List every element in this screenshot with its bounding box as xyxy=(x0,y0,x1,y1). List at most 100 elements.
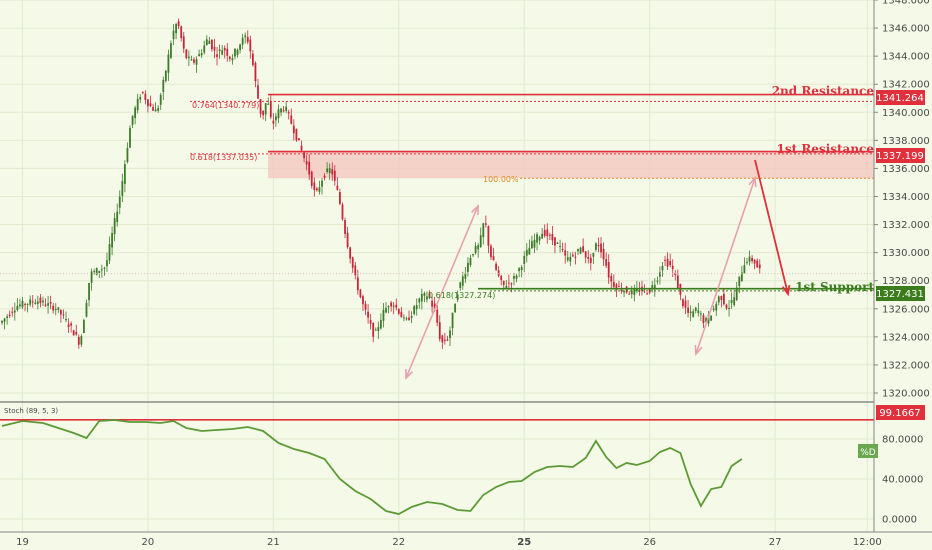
candle-body xyxy=(315,188,318,191)
stoch-d-line xyxy=(1,419,743,515)
stoch-y-tick-label: 80.0000 xyxy=(882,435,923,446)
candle-body xyxy=(259,98,262,114)
candle-body xyxy=(515,275,518,279)
candle-body xyxy=(451,312,454,329)
candle-body xyxy=(100,269,103,271)
candle-body xyxy=(610,276,613,282)
candle-body xyxy=(531,241,533,249)
candle-body xyxy=(464,273,467,279)
candle-body xyxy=(180,26,183,39)
candle-body xyxy=(203,45,206,53)
candle-body xyxy=(669,261,672,266)
candle-body xyxy=(277,109,280,119)
y-tick-label: 1346.000 xyxy=(882,24,930,35)
y-tick-label: 1336.000 xyxy=(882,164,930,175)
candle-body xyxy=(300,145,303,151)
candle-body xyxy=(116,211,119,223)
candle-body xyxy=(472,253,474,256)
candle-body xyxy=(349,247,352,259)
candle-body xyxy=(16,306,19,311)
candle-body xyxy=(272,120,275,124)
candle-body xyxy=(528,247,531,255)
candle-body xyxy=(490,245,492,258)
candle-body xyxy=(692,311,695,317)
candle-body xyxy=(187,56,190,59)
projection-arrow-down-head xyxy=(781,284,791,297)
candle-body xyxy=(31,301,34,303)
candle-body xyxy=(469,257,472,266)
candle-body xyxy=(502,280,505,285)
candle-body xyxy=(382,309,385,321)
candle-body xyxy=(44,304,47,306)
candle-body xyxy=(47,303,49,306)
candle-body xyxy=(98,270,101,273)
candle-body xyxy=(492,256,495,261)
candle-body xyxy=(88,283,90,301)
candle-body xyxy=(108,244,111,261)
candle-body xyxy=(523,256,526,265)
candle-body xyxy=(400,311,403,318)
candle-body xyxy=(170,43,172,58)
candle-body xyxy=(254,62,257,82)
candle-body xyxy=(699,313,702,315)
candle-body xyxy=(536,234,538,243)
candle-body xyxy=(75,331,78,335)
candle-body xyxy=(90,271,93,283)
candle-body xyxy=(42,300,44,303)
projection-arrow-down xyxy=(754,159,789,295)
candle-body xyxy=(198,54,201,57)
candle-body xyxy=(190,59,193,61)
candle-body xyxy=(67,324,70,327)
candle-body xyxy=(387,306,390,308)
candle-body xyxy=(141,91,144,94)
candle-body xyxy=(577,249,579,252)
y-tick-label: 1330.000 xyxy=(882,248,930,259)
candle-body xyxy=(566,257,569,261)
candle-body xyxy=(377,327,380,332)
candle-body xyxy=(379,320,382,329)
candle-body xyxy=(19,304,21,307)
projection-arrow-up-2 xyxy=(695,177,756,355)
candle-body xyxy=(397,309,400,314)
candle-body xyxy=(231,58,234,61)
candle-body xyxy=(83,320,85,334)
candle-body xyxy=(121,181,124,196)
candle-body xyxy=(671,265,674,270)
y-tick-label: 1340.000 xyxy=(882,108,930,119)
candle-body xyxy=(341,204,344,220)
candle-body xyxy=(1,320,3,323)
candle-body xyxy=(154,109,157,112)
candle-body xyxy=(336,185,339,190)
candle-body xyxy=(561,249,564,251)
y-tick-label: 1324.000 xyxy=(882,332,930,343)
candle-body xyxy=(144,93,147,100)
candle-body xyxy=(129,127,131,148)
candle-body xyxy=(226,48,229,56)
x-tick-label: 22 xyxy=(392,537,405,548)
y-tick-label: 1344.000 xyxy=(882,52,930,63)
candle-body xyxy=(175,23,177,34)
candle-body xyxy=(438,322,441,340)
candle-body xyxy=(244,35,247,38)
candle-body xyxy=(275,116,277,121)
candle-body xyxy=(390,302,393,307)
candle-body xyxy=(423,293,426,296)
resistance-zone xyxy=(268,151,874,179)
candle-body xyxy=(505,285,508,289)
candle-body xyxy=(630,290,633,295)
candle-body xyxy=(221,50,224,55)
candle-body xyxy=(449,330,451,339)
y-tick-label: 1328.000 xyxy=(882,276,930,287)
candle-body xyxy=(372,322,375,337)
candle-body xyxy=(318,187,321,192)
candle-body xyxy=(559,246,561,248)
candle-body xyxy=(239,44,241,50)
candle-body xyxy=(730,300,733,304)
candle-body xyxy=(211,39,213,50)
candle-body xyxy=(602,248,605,260)
candle-body xyxy=(648,288,651,293)
candle-body xyxy=(223,47,226,51)
candle-body xyxy=(748,256,751,262)
candle-body xyxy=(70,323,73,326)
